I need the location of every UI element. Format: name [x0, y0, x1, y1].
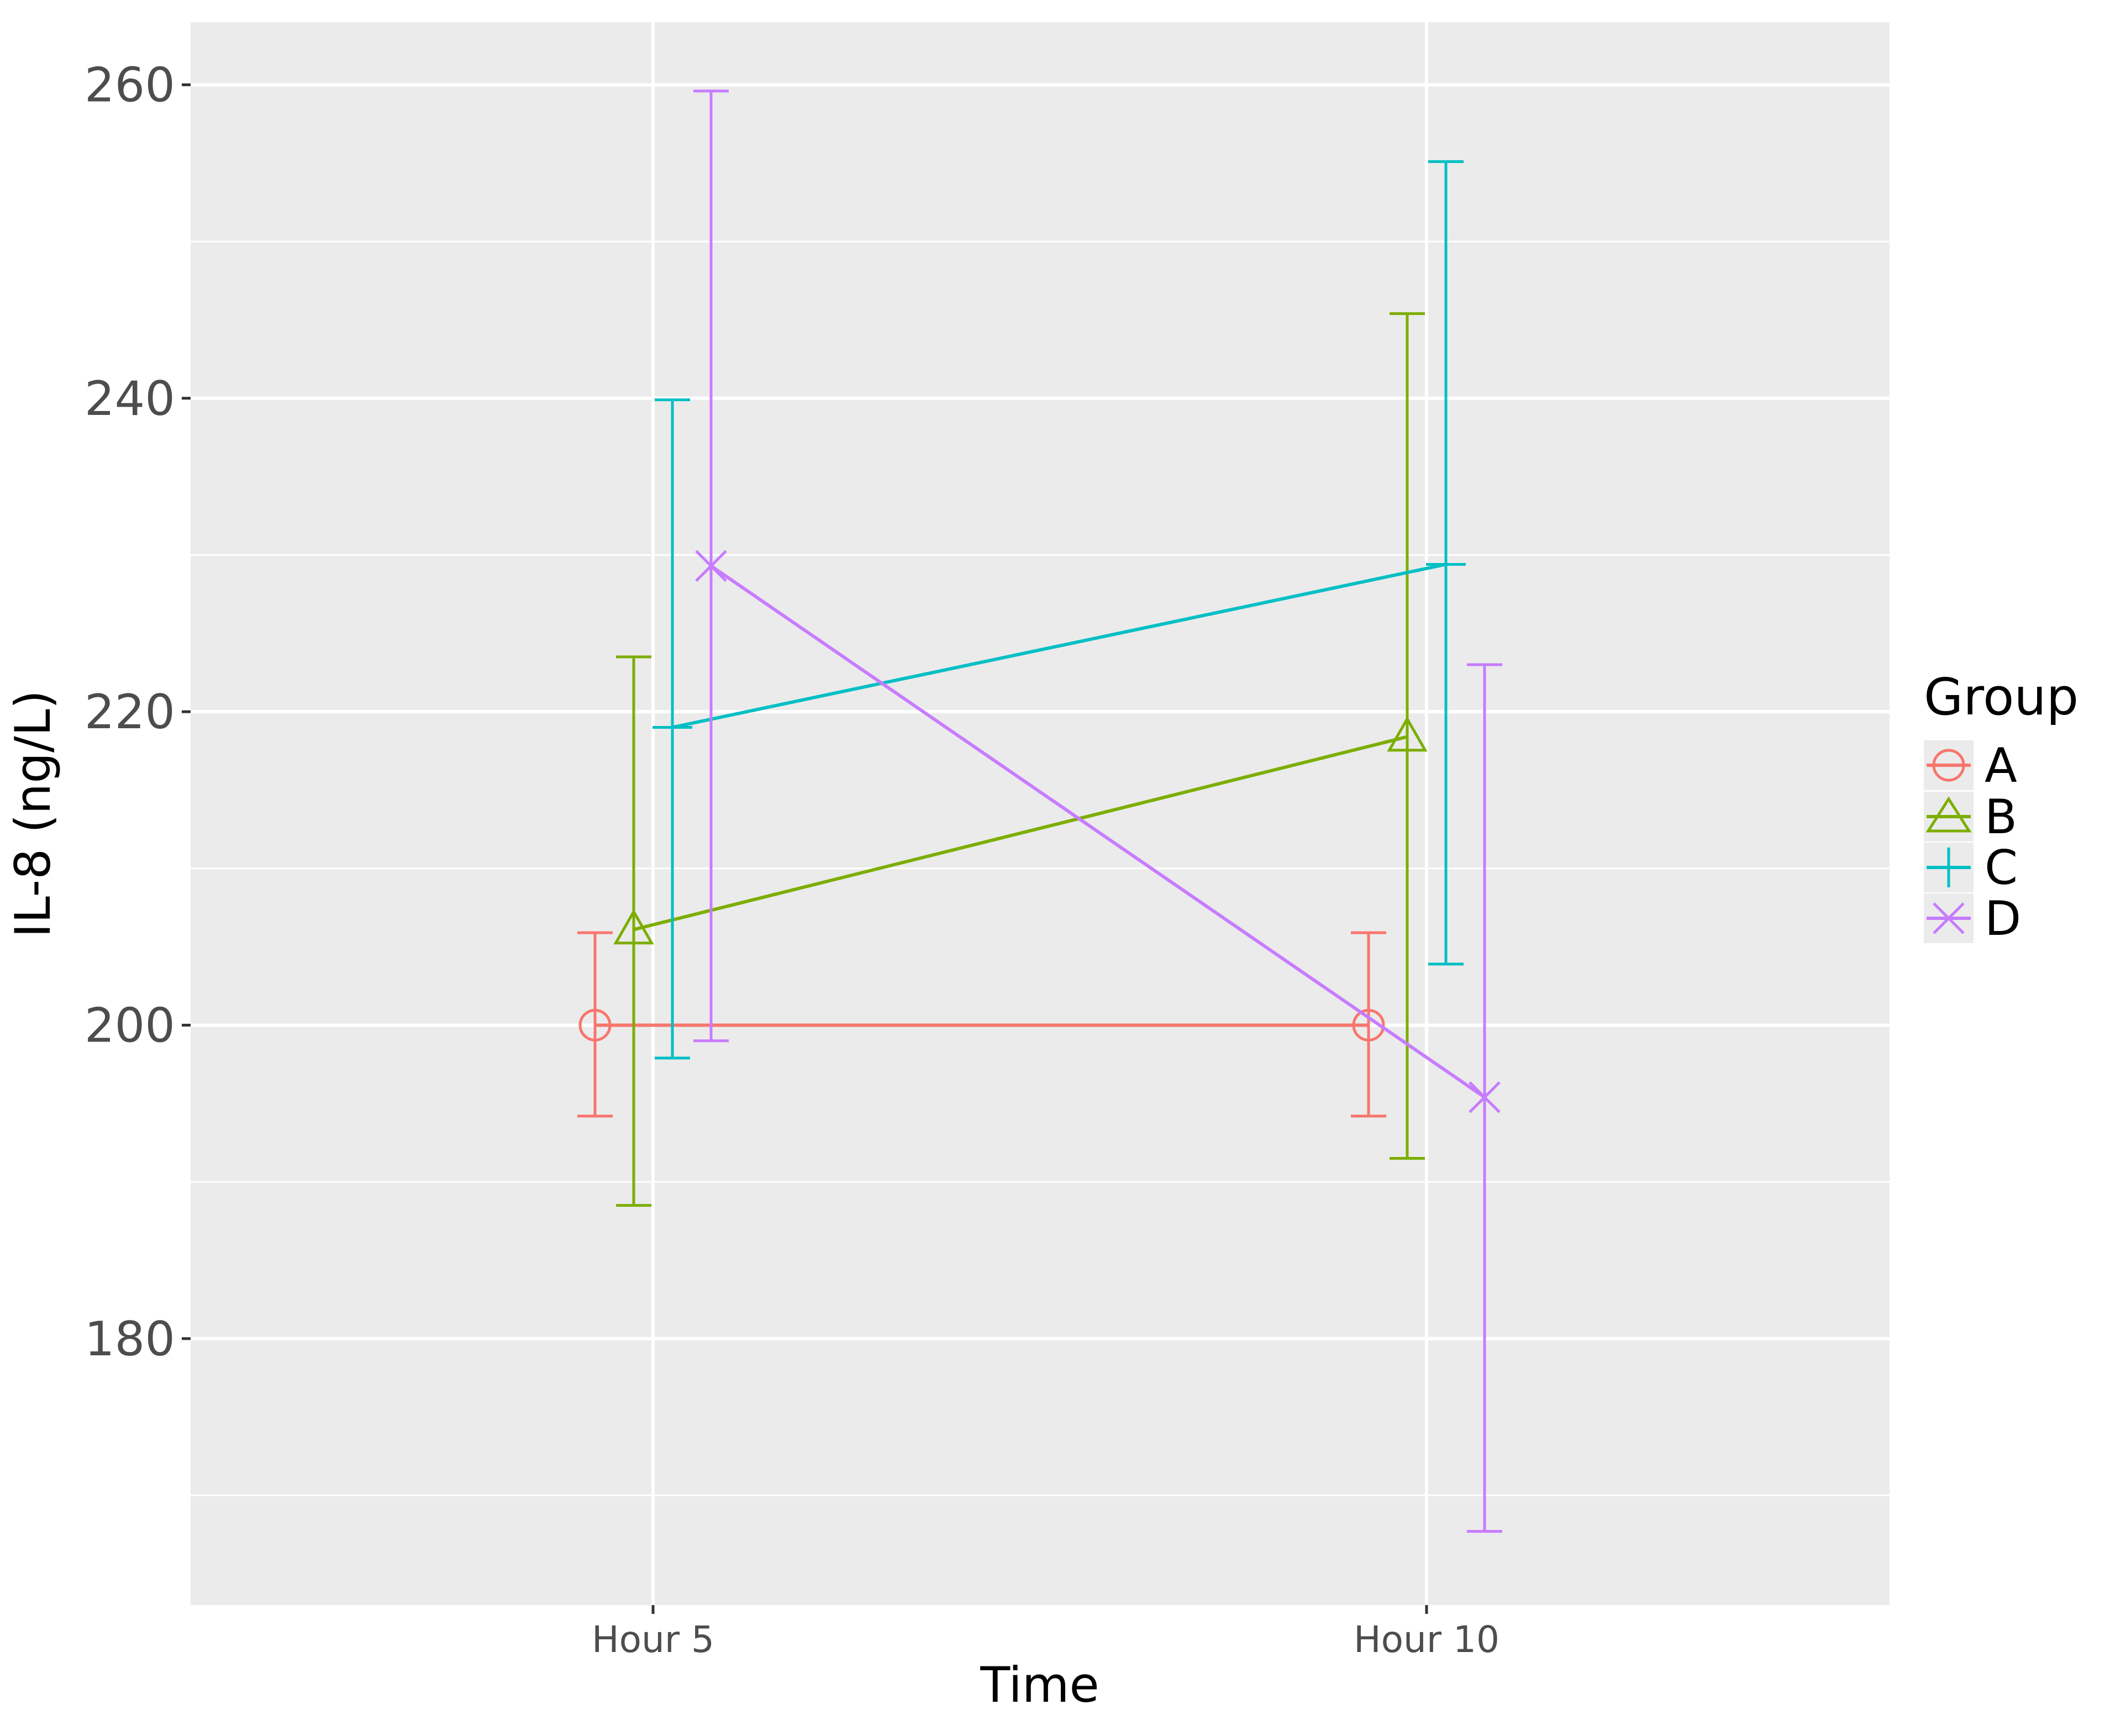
series-layer	[577, 90, 1502, 1533]
data-point	[1352, 1008, 1385, 1041]
x-axis: Hour 5 Hour 10	[592, 1605, 1499, 1661]
data-point	[1469, 1081, 1501, 1113]
y-tick-label: 240	[85, 371, 175, 427]
error-bar	[616, 655, 651, 1207]
legend-key-marker	[1932, 749, 1965, 782]
series-line	[710, 564, 1486, 1099]
legend-label: C	[1985, 840, 2018, 896]
data-point	[653, 707, 692, 748]
legend-key-marker	[1933, 902, 1965, 934]
series-c	[653, 160, 1466, 1060]
legend-key-marker	[1925, 796, 1972, 833]
data-point	[1426, 544, 1466, 585]
series-line	[672, 562, 1446, 729]
data-point	[613, 908, 654, 945]
series-b	[613, 312, 1428, 1207]
data-point	[695, 550, 727, 582]
x-tick-label: Hour 10	[1354, 1618, 1499, 1661]
y-tick-label: 260	[85, 57, 175, 113]
series-d	[693, 90, 1502, 1533]
series-a	[577, 931, 1386, 1118]
data-point	[578, 1008, 612, 1041]
y-tick-label: 200	[85, 998, 175, 1053]
legend-label: B	[1985, 790, 2017, 845]
error-bar	[1390, 312, 1425, 1160]
y-tick-label: 180	[85, 1312, 175, 1367]
minor-gridlines	[191, 240, 1890, 1496]
y-axis: 180 200 220 240 260	[85, 57, 191, 1367]
legend-label: D	[1985, 891, 2021, 946]
y-axis-title: IL-8 (ng/L)	[4, 690, 61, 938]
y-tick-label: 220	[85, 685, 175, 740]
legend-label: A	[1985, 738, 2017, 793]
plot-panel	[191, 22, 1890, 1605]
data-point	[1387, 716, 1428, 752]
legend-title: Group	[1924, 667, 2079, 727]
x-tick-label: Hour 5	[592, 1618, 714, 1661]
x-axis-title: Time	[980, 1656, 1099, 1713]
series-line	[633, 735, 1408, 932]
